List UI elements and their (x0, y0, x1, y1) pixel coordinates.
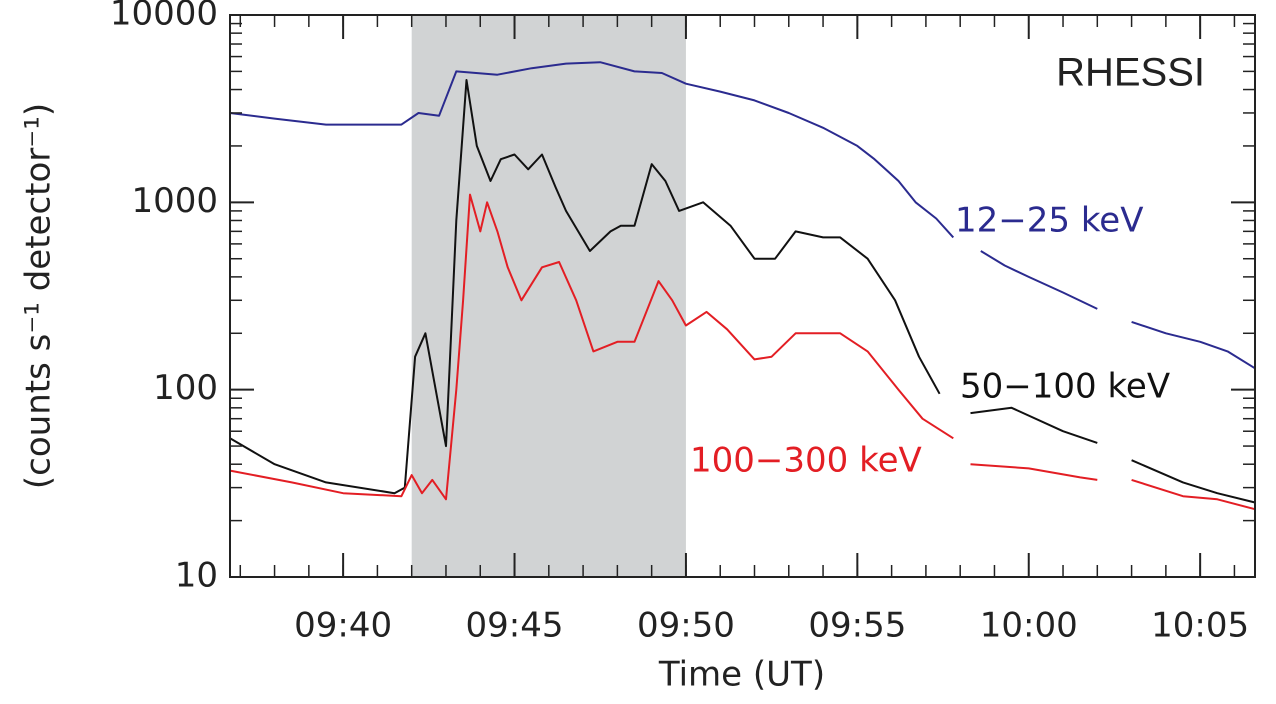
y-tick-label: 1000 (131, 181, 218, 221)
series-line (229, 193, 1256, 511)
annotation: RHESSI (1056, 51, 1205, 95)
series-label: 12−25 keV (955, 201, 1143, 241)
series-label: 50−100 keV (960, 367, 1170, 407)
x-tick-label: 10:05 (1151, 606, 1249, 646)
x-tick-label: 09:40 (294, 606, 392, 646)
plot-area (229, 15, 1256, 577)
x-tick-label: 09:45 (466, 606, 564, 646)
x-tick-label: 10:00 (980, 606, 1078, 646)
x-tick-label: 09:50 (637, 606, 735, 646)
plot-frame (229, 14, 1256, 578)
series-label: 100−300 keV (690, 441, 922, 481)
series-line (229, 79, 1256, 504)
y-tick-label: 10000 (110, 0, 218, 34)
series-line (229, 61, 1256, 370)
y-tick-label: 100 (153, 368, 218, 408)
y-axis-label: (counts s⁻¹ detector⁻¹) (19, 103, 59, 489)
x-tick-label: 09:55 (808, 606, 906, 646)
shaded-interval (411, 15, 686, 577)
x-axis-label: Time (UT) (658, 655, 825, 695)
y-tick-label: 10 (175, 556, 218, 596)
